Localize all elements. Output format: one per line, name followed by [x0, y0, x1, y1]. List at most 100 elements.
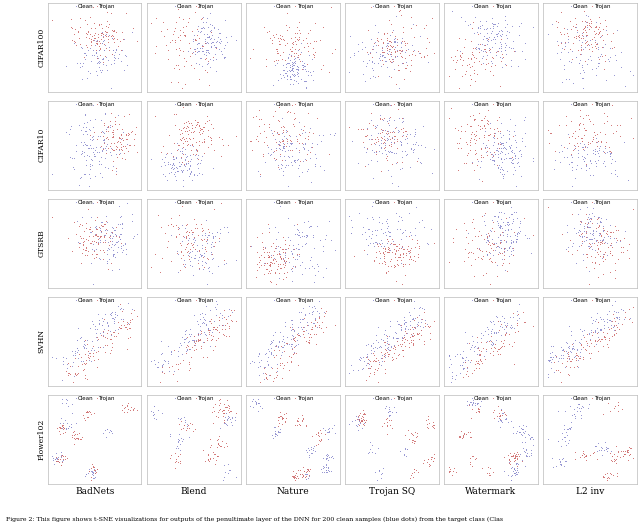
- Point: [371, 331, 381, 339]
- Point: [493, 47, 503, 55]
- Point: [550, 147, 560, 155]
- Point: [157, 155, 167, 163]
- Point: [120, 131, 131, 139]
- Point: [511, 470, 521, 478]
- Point: [607, 457, 617, 465]
- Point: [114, 231, 124, 240]
- Point: [307, 310, 317, 318]
- Point: [574, 119, 584, 128]
- Point: [592, 328, 602, 337]
- Point: [99, 221, 109, 230]
- Point: [84, 225, 94, 233]
- Point: [101, 124, 111, 133]
- Point: [598, 36, 609, 44]
- Point: [401, 64, 411, 72]
- Point: [367, 44, 378, 53]
- Point: [572, 228, 582, 236]
- Point: [298, 472, 308, 480]
- Point: [207, 229, 217, 237]
- Point: [166, 451, 176, 460]
- Point: [559, 433, 569, 441]
- Point: [474, 108, 484, 117]
- Point: [586, 19, 596, 27]
- Point: [516, 425, 527, 434]
- X-axis label: L2 inv: L2 inv: [576, 486, 604, 496]
- Point: [89, 463, 99, 471]
- Point: [303, 29, 313, 37]
- Point: [379, 144, 389, 152]
- Point: [175, 160, 186, 168]
- Point: [83, 247, 93, 255]
- Point: [595, 337, 605, 345]
- Point: [493, 153, 503, 162]
- Point: [272, 129, 282, 137]
- Point: [559, 24, 569, 32]
- Point: [453, 127, 463, 135]
- Point: [204, 255, 214, 263]
- Point: [506, 472, 516, 480]
- Point: [408, 47, 419, 55]
- Point: [55, 430, 65, 438]
- Point: [194, 39, 204, 47]
- Point: [253, 122, 264, 130]
- Point: [269, 353, 279, 361]
- Point: [191, 147, 202, 156]
- Point: [66, 23, 76, 31]
- Point: [86, 345, 96, 354]
- Point: [387, 55, 397, 63]
- Point: [466, 75, 476, 84]
- Point: [157, 367, 167, 376]
- Point: [223, 324, 234, 332]
- Point: [359, 408, 369, 417]
- Point: [499, 317, 509, 326]
- Point: [114, 50, 124, 59]
- Point: [286, 137, 296, 145]
- Point: [76, 220, 86, 229]
- Point: [122, 320, 132, 328]
- Point: [400, 270, 410, 279]
- Point: [129, 404, 139, 412]
- Point: [551, 17, 561, 25]
- Point: [344, 122, 355, 131]
- Point: [483, 119, 493, 127]
- Point: [324, 217, 334, 225]
- Point: [383, 345, 394, 353]
- Point: [393, 320, 403, 328]
- Point: [465, 136, 475, 144]
- Point: [472, 136, 482, 144]
- Point: [376, 35, 386, 43]
- Point: [321, 307, 332, 315]
- Point: [86, 259, 96, 267]
- Point: [192, 247, 202, 255]
- Point: [508, 246, 518, 254]
- Point: [370, 449, 380, 457]
- Point: [286, 100, 296, 109]
- Point: [280, 163, 290, 171]
- Point: [293, 51, 303, 60]
- Point: [544, 357, 554, 366]
- Point: [470, 44, 481, 53]
- Point: [394, 240, 404, 248]
- Point: [193, 320, 204, 328]
- Point: [591, 248, 602, 256]
- Point: [575, 226, 585, 235]
- Point: [195, 43, 205, 52]
- Point: [570, 414, 580, 422]
- Point: [346, 360, 356, 369]
- Point: [293, 323, 303, 332]
- Point: [184, 249, 195, 257]
- Point: [176, 254, 186, 262]
- Point: [596, 443, 606, 451]
- Point: [168, 153, 178, 162]
- Point: [204, 316, 214, 325]
- Point: [65, 153, 75, 161]
- Point: [107, 166, 117, 174]
- Point: [94, 59, 104, 67]
- Point: [400, 259, 410, 268]
- Point: [287, 266, 297, 275]
- Point: [420, 43, 431, 52]
- Point: [561, 228, 572, 236]
- Point: [409, 132, 419, 140]
- Point: [489, 328, 499, 337]
- Point: [294, 54, 304, 63]
